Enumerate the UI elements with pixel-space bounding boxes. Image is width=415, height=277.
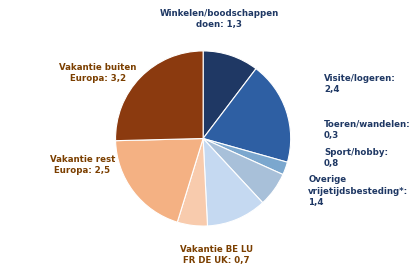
Wedge shape	[177, 138, 208, 226]
Text: Overige
vrijetijdsbesteding*:
1,4: Overige vrijetijdsbesteding*: 1,4	[308, 175, 408, 207]
Wedge shape	[203, 69, 290, 162]
Text: Toeren/wandelen:
0,3: Toeren/wandelen: 0,3	[324, 120, 410, 140]
Text: Vakantie rest
Europa: 2,5: Vakantie rest Europa: 2,5	[49, 155, 115, 175]
Wedge shape	[203, 138, 283, 203]
Text: Winkelen/boodschappen
doen: 1,3: Winkelen/boodschappen doen: 1,3	[159, 9, 278, 29]
Wedge shape	[203, 51, 256, 138]
Wedge shape	[203, 138, 288, 175]
Wedge shape	[203, 138, 263, 226]
Wedge shape	[116, 138, 203, 222]
Wedge shape	[115, 51, 203, 141]
Text: Vakantie buiten
Europa: 3,2: Vakantie buiten Europa: 3,2	[59, 63, 137, 83]
Text: Vakantie BE LU
FR DE UK: 0,7: Vakantie BE LU FR DE UK: 0,7	[180, 245, 253, 265]
Text: Sport/hobby:
0,8: Sport/hobby: 0,8	[324, 148, 388, 168]
Text: Visite/logeren:
2,4: Visite/logeren: 2,4	[324, 74, 396, 94]
